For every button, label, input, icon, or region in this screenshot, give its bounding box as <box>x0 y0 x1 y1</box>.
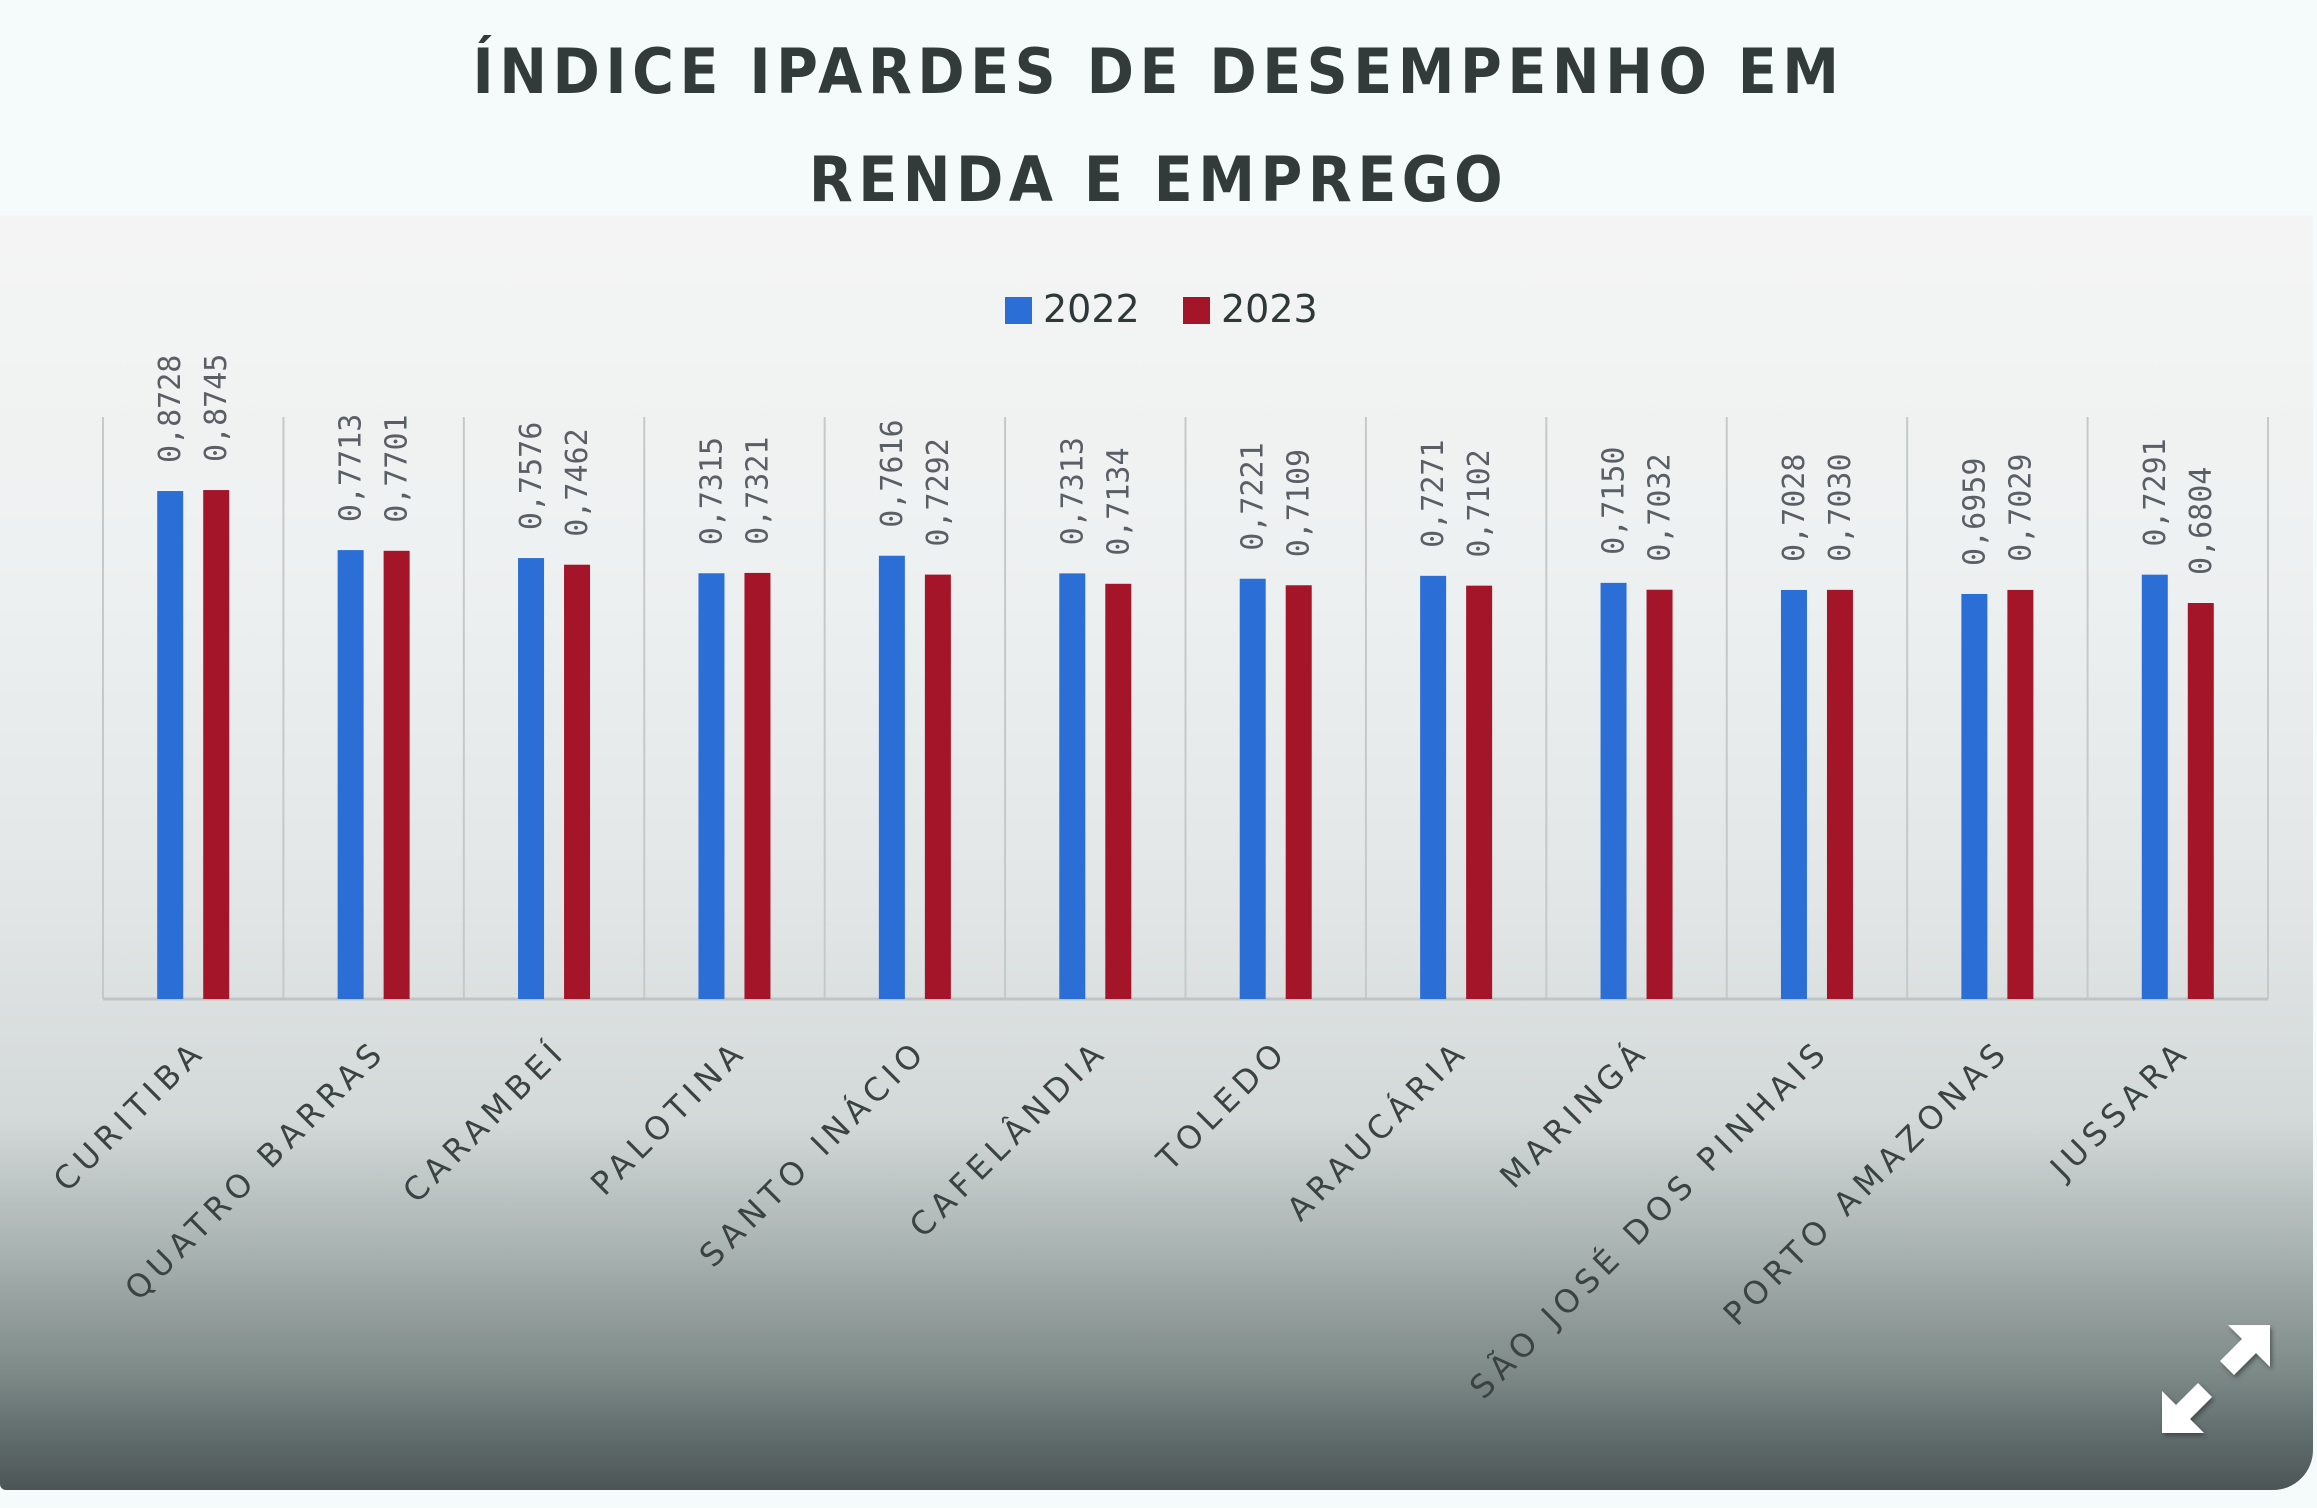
category-label: CURITIBA <box>46 1032 213 1199</box>
category-label: CARAMBEÍ <box>395 1032 573 1210</box>
data-label-2023: 0,7134 <box>1101 447 1136 555</box>
category-label: PALOTINA <box>583 1032 754 1203</box>
bar-2022 <box>1780 589 1807 999</box>
legend-swatch-2022 <box>1005 297 1032 324</box>
bar-2023 <box>924 574 951 999</box>
bar-2023 <box>1646 589 1673 999</box>
legend-swatch-2023 <box>1183 297 1210 324</box>
chart-title: ÍNDICE IPARDES DE DESEMPENHO EM RENDA E … <box>0 18 2317 234</box>
bar-2022 <box>337 550 364 999</box>
data-label-2022: 0,7221 <box>1236 442 1271 550</box>
chart-title-line-2: RENDA E EMPREGO <box>808 143 1509 216</box>
legend-label-2022: 2022 <box>1043 287 1140 331</box>
expand-button[interactable] <box>2150 1315 2280 1445</box>
category-label: PORTO AMAZONAS <box>1716 1032 2017 1333</box>
category-label: ARAUCÁRIA <box>1279 1032 1476 1229</box>
data-label-2022: 0,7291 <box>2138 438 2173 546</box>
legend-label-2023: 2023 <box>1221 287 1318 331</box>
grid-lines <box>102 417 2269 1001</box>
bar-2022 <box>1239 578 1266 999</box>
bar-2022 <box>1059 573 1086 999</box>
bar-2022 <box>157 491 184 999</box>
bar-2023 <box>1105 583 1132 999</box>
data-label-2022: 0,7315 <box>694 437 729 545</box>
bar-2022 <box>518 558 545 999</box>
data-label-2022: 0,7271 <box>1416 439 1451 547</box>
bar-2023 <box>744 572 771 999</box>
data-label-2023: 0,7102 <box>1462 449 1497 557</box>
category-label: JUSSARA <box>2041 1032 2197 1188</box>
data-label-2023: 0,7462 <box>560 428 595 536</box>
bar-2022 <box>1961 593 1988 999</box>
data-label-2023: 0,7292 <box>921 438 956 546</box>
category-label: TOLEDO <box>1149 1032 1296 1179</box>
bar-2022 <box>878 555 905 999</box>
data-label-2023: 0,8745 <box>199 354 234 462</box>
bar-2022 <box>1420 575 1447 999</box>
category-label: CAFELÂNDIA <box>902 1032 1115 1245</box>
data-label-2022: 0,7150 <box>1597 446 1632 554</box>
bar-2023 <box>1466 585 1493 999</box>
bar-2022 <box>1600 582 1627 999</box>
data-label-2023: 0,7032 <box>1643 453 1678 561</box>
expand-arrows-icon <box>2162 1325 2270 1433</box>
bar-2023 <box>2187 603 2214 999</box>
data-label-2023: 0,7701 <box>380 414 415 522</box>
data-label-2022: 0,7028 <box>1777 454 1812 562</box>
bar-2022 <box>698 573 725 999</box>
legend: 2022 2023 <box>1005 287 1318 331</box>
bar-2023 <box>383 550 410 999</box>
bars <box>157 490 2214 999</box>
bar-2022 <box>2141 574 2168 999</box>
category-label: SÃO JOSÉ DOS PINHAIS <box>1462 1032 1836 1406</box>
data-label-2022: 0,7616 <box>875 419 910 527</box>
data-label-2022: 0,6959 <box>1957 458 1992 566</box>
bar-2023 <box>203 490 230 999</box>
bar-2023 <box>1285 585 1312 999</box>
data-label-2022: 0,7713 <box>334 414 369 522</box>
bar-2023 <box>2007 589 2034 999</box>
data-label-2023: 0,7109 <box>1282 449 1317 557</box>
data-label-2023: 0,6804 <box>2184 467 2219 575</box>
category-label: MARINGÁ <box>1492 1032 1656 1196</box>
data-label-2023: 0,7321 <box>740 437 775 545</box>
bar-2023 <box>564 564 591 999</box>
bar-2023 <box>1826 589 1853 999</box>
data-label-2022: 0,7313 <box>1055 437 1090 545</box>
data-label-2023: 0,7030 <box>1823 453 1858 561</box>
data-labels: 0,8728 0,8745 0,7713 0,7701 0,7576 0,7462 0,73… <box>153 354 2219 575</box>
data-label-2022: 0,7576 <box>514 422 549 530</box>
chart-title-line-1: ÍNDICE IPARDES DE DESEMPENHO EM <box>472 35 1845 108</box>
data-label-2022: 0,8728 <box>153 355 188 463</box>
data-label-2023: 0,7029 <box>2003 454 2038 562</box>
